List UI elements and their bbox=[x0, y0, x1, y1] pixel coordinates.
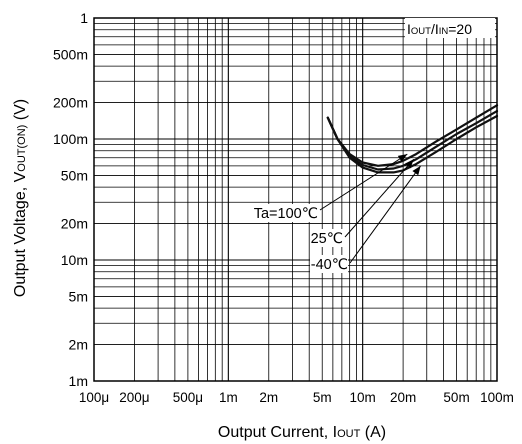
y-tick-label: 20m bbox=[61, 216, 88, 232]
x-tick-label: 10m bbox=[350, 390, 376, 405]
y-tick-label: 50m bbox=[61, 167, 88, 183]
condition-value: =20 bbox=[448, 21, 472, 37]
x-axis-label-unit: (A) bbox=[360, 424, 386, 441]
condition-mid: /I bbox=[431, 21, 439, 37]
annotation-leader bbox=[349, 165, 422, 264]
x-tick-label: 100μ bbox=[79, 390, 109, 405]
x-axis-title: Output Current, IOUT (A) bbox=[218, 424, 386, 441]
y-tick-label: 200m bbox=[53, 95, 88, 111]
y-axis-label: Output Voltage, V bbox=[12, 171, 29, 297]
x-tick-label: 5m bbox=[313, 390, 332, 405]
x-axis-label: Output Current, I bbox=[218, 424, 337, 441]
y-tick-label: 500m bbox=[53, 46, 88, 62]
y-axis-label-subscript: OUT(ON) bbox=[16, 125, 28, 172]
annotation-label-bg bbox=[256, 204, 318, 222]
series-line bbox=[326, 104, 499, 167]
y-tick-label: 5m bbox=[69, 288, 88, 304]
y-tick-label: 1m bbox=[69, 373, 88, 389]
annotation-arrowhead bbox=[405, 159, 414, 169]
annotation-leader bbox=[319, 153, 408, 211]
annotation-label-bg bbox=[313, 229, 343, 247]
y-tick-label: 100m bbox=[53, 131, 88, 147]
condition-subscript: OUT bbox=[411, 26, 431, 37]
annotation-label-bg bbox=[310, 255, 348, 273]
x-axis-label-subscript: OUT bbox=[337, 428, 361, 440]
x-tick-label: 500μ bbox=[173, 390, 203, 405]
x-tick-label: 20m bbox=[390, 390, 416, 405]
condition-subscript-2: IN bbox=[439, 26, 449, 37]
y-tick-label: 1 bbox=[80, 10, 88, 26]
axes: 100μ 200μ 500μ 1m 2m 5m 10m 20m 50m 100m 1 500m 200m… bbox=[53, 10, 514, 405]
annotation-label: Ta=100℃ bbox=[254, 206, 318, 222]
x-tick-label: 2m bbox=[259, 390, 278, 405]
y-axis-title: Output Voltage, VOUT(ON) (V) bbox=[12, 99, 29, 297]
annotation-arrowhead bbox=[397, 154, 408, 163]
series-line bbox=[326, 114, 499, 174]
x-tick-label: 1m bbox=[219, 390, 238, 405]
condition-label: IOUT/IIN=20 bbox=[405, 18, 495, 38]
x-tick-label: 100m bbox=[480, 390, 514, 405]
annotations: Ta=100℃ 25℃ -40℃ bbox=[254, 153, 422, 273]
condition-text: I bbox=[407, 21, 411, 37]
annotation-leader bbox=[344, 158, 415, 238]
grid bbox=[94, 18, 497, 381]
y-tick-label: 2m bbox=[69, 337, 88, 353]
x-tick-label: 50m bbox=[443, 390, 469, 405]
plot-frame bbox=[93, 17, 498, 382]
annotation-label: -40℃ bbox=[311, 257, 348, 273]
y-axis-label-unit: (V) bbox=[12, 99, 29, 125]
svg-text:IOUT/IIN=20: IOUT/IIN=20 bbox=[407, 21, 472, 37]
series-lines bbox=[326, 104, 499, 174]
annotation-arrowhead bbox=[412, 165, 421, 176]
x-tick-label: 200μ bbox=[119, 390, 149, 405]
annotation-label: 25℃ bbox=[311, 231, 343, 247]
y-tick-label: 10m bbox=[61, 252, 88, 268]
